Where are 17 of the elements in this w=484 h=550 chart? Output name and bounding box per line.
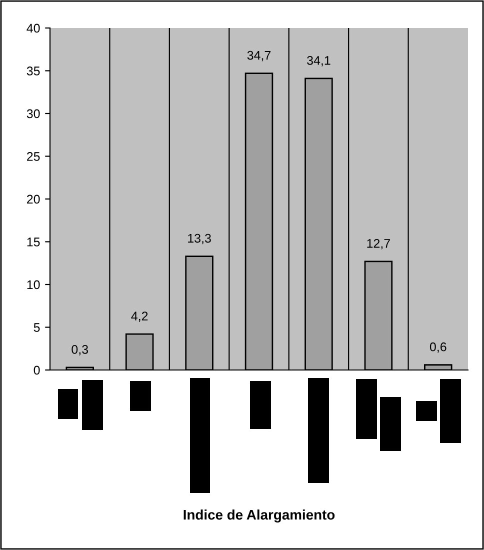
y-tick-label: 10 — [27, 280, 40, 290]
text: Indice de Alargamiento — [184, 509, 335, 523]
data-label: 13,3 — [188, 234, 211, 244]
y-tick-label: 15 — [27, 238, 40, 246]
data-label: 34,7 — [247, 50, 271, 62]
data-label: 0,3 — [72, 345, 88, 356]
y-tick-label: 20 — [27, 194, 40, 204]
data-label: 34,1 — [307, 56, 330, 66]
data-label: 0,6 — [430, 342, 446, 353]
y-tick-label: 25 — [27, 152, 40, 161]
y-tick-label: 30 — [26, 109, 40, 118]
y-tick-label: 35 — [26, 66, 40, 76]
y-tick-label: 5 — [34, 323, 40, 332]
y-tick-label: 40 — [26, 24, 40, 33]
y-tick-label: 0 — [34, 366, 40, 375]
data-label: 12,7 — [367, 238, 390, 250]
data-label: 4,2 — [131, 312, 148, 322]
